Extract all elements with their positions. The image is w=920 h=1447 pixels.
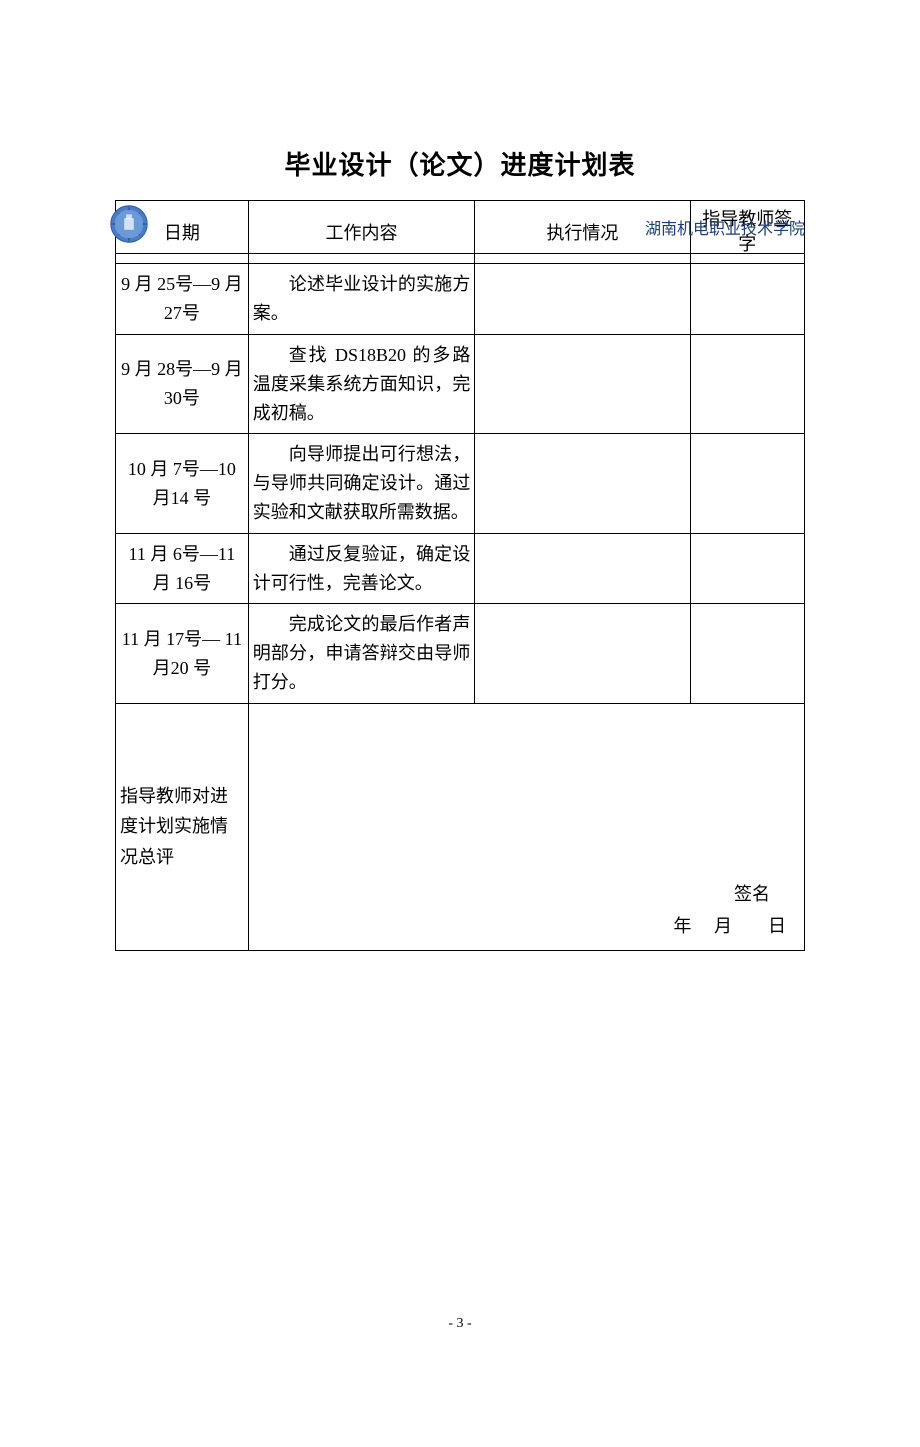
sign-cell xyxy=(690,264,804,335)
date-cell: 10 月 7号—10 月14 号 xyxy=(116,434,249,533)
table-row: 9 月 28号—9 月 30号 查找 DS18B20 的多路温度采集系统方面知识… xyxy=(116,334,805,433)
institution-name: 湖南机电职业技术学院 xyxy=(645,215,805,239)
page-title: 毕业设计（论文）进度计划表 xyxy=(0,145,920,182)
table-row: 11 月 17号— 11 月20 号 完成论文的最后作者声明部分，申请答辩交由导… xyxy=(116,604,805,703)
table-row: 10 月 7号—10 月14 号 向导师提出可行想法，与导师共同确定设计。通过实… xyxy=(116,434,805,533)
date-cell: 11 月 17号— 11 月20 号 xyxy=(116,604,249,703)
summary-row: 指导教师对进度计划实施情况总评 签名 年 月 日 xyxy=(116,703,805,950)
summary-label: 指导教师对进度计划实施情况总评 xyxy=(116,703,249,950)
sign-cell xyxy=(690,604,804,703)
work-cell: 论述毕业设计的实施方案。 xyxy=(248,264,475,335)
table-row: 11 月 6号—11 月 16号 通过反复验证，确定设计可行性，完善论文。 xyxy=(116,533,805,604)
page-header: 湖南机电职业技术学院 xyxy=(115,205,805,254)
summary-content: 签名 年 月 日 xyxy=(248,703,804,950)
sign-cell xyxy=(690,533,804,604)
work-cell: 通过反复验证，确定设计可行性，完善论文。 xyxy=(248,533,475,604)
execution-cell xyxy=(475,434,690,533)
sign-cell xyxy=(690,334,804,433)
execution-cell xyxy=(475,533,690,604)
date-label: 年 月 日 xyxy=(253,912,800,938)
work-cell: 查找 DS18B20 的多路温度采集系统方面知识，完成初稿。 xyxy=(248,334,475,433)
signature-label: 签名 xyxy=(253,876,800,912)
institution-logo-icon xyxy=(105,200,153,248)
execution-cell xyxy=(475,604,690,703)
execution-cell xyxy=(475,264,690,335)
date-cell: 9 月 25号—9 月 27号 xyxy=(116,264,249,335)
work-cell: 向导师提出可行想法，与导师共同确定设计。通过实验和文献获取所需数据。 xyxy=(248,434,475,533)
date-cell: 11 月 6号—11 月 16号 xyxy=(116,533,249,604)
page-number: - 3 - xyxy=(0,1316,920,1332)
work-cell: 完成论文的最后作者声明部分，申请答辩交由导师打分。 xyxy=(248,604,475,703)
date-cell: 9 月 28号—9 月 30号 xyxy=(116,334,249,433)
table-row: 9 月 25号—9 月 27号 论述毕业设计的实施方案。 xyxy=(116,264,805,335)
sign-cell xyxy=(690,434,804,533)
execution-cell xyxy=(475,334,690,433)
schedule-table: 日期 工作内容 执行情况 指导教师签 字 9 月 25号—9 月 27号 论述毕… xyxy=(115,200,805,951)
